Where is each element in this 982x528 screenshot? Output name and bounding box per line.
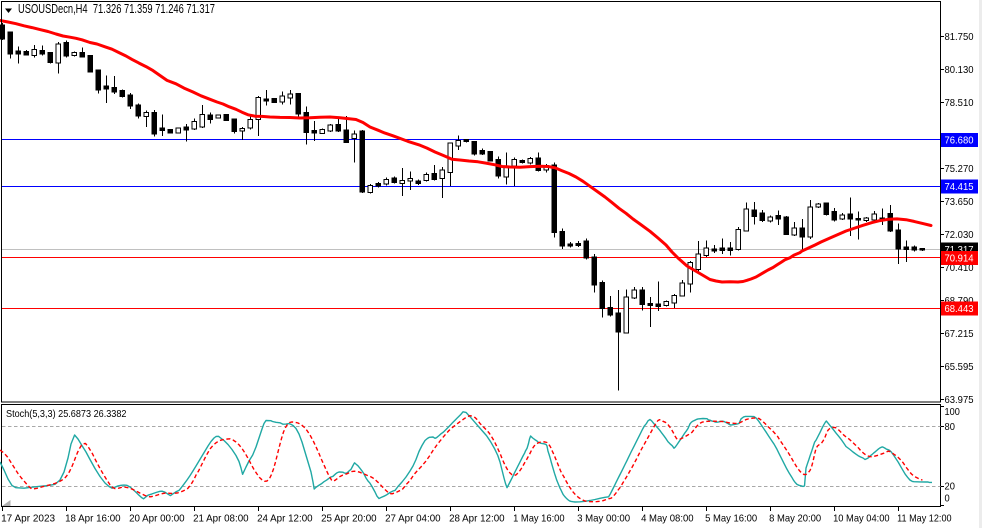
svg-text:5 May 16:00: 5 May 16:00 bbox=[705, 512, 757, 524]
svg-text:73.650: 73.650 bbox=[945, 196, 974, 208]
svg-text:80.130: 80.130 bbox=[945, 64, 974, 76]
svg-text:1 May 16:00: 1 May 16:00 bbox=[513, 512, 565, 524]
svg-text:0: 0 bbox=[945, 493, 950, 505]
svg-text:100: 100 bbox=[945, 406, 960, 418]
svg-text:68.443: 68.443 bbox=[945, 303, 974, 315]
svg-text:18 Apr 16:00: 18 Apr 16:00 bbox=[65, 512, 121, 524]
svg-text:20: 20 bbox=[945, 481, 956, 493]
svg-text:75.270: 75.270 bbox=[945, 163, 974, 175]
svg-text:65.595: 65.595 bbox=[945, 361, 974, 373]
svg-text:21 Apr 08:00: 21 Apr 08:00 bbox=[193, 512, 249, 524]
svg-text:70.410: 70.410 bbox=[945, 262, 974, 274]
svg-text:27 Apr 04:00: 27 Apr 04:00 bbox=[385, 512, 441, 524]
svg-text:25 Apr 20:00: 25 Apr 20:00 bbox=[321, 512, 377, 524]
svg-text:80: 80 bbox=[945, 421, 956, 433]
svg-text:81.750: 81.750 bbox=[945, 31, 974, 43]
svg-text:76.680: 76.680 bbox=[945, 135, 974, 147]
svg-text:3 May 00:00: 3 May 00:00 bbox=[577, 512, 630, 524]
svg-text:70.914: 70.914 bbox=[945, 253, 974, 265]
svg-text:20 Apr 00:00: 20 Apr 00:00 bbox=[129, 512, 185, 524]
svg-text:78.510: 78.510 bbox=[945, 97, 974, 109]
svg-text:USOUSDecn,H4 71.326 71.359 71: USOUSDecn,H4 71.326 71.359 71.246 71.317 bbox=[18, 2, 215, 16]
svg-text:67.215: 67.215 bbox=[945, 328, 974, 340]
svg-text:Stoch(5,3,3) 25.6873 26.3382: Stoch(5,3,3) 25.6873 26.3382 bbox=[6, 408, 127, 420]
svg-text:8 May 20:00: 8 May 20:00 bbox=[769, 512, 821, 524]
svg-text:17 Apr 2023: 17 Apr 2023 bbox=[1, 512, 55, 524]
svg-text:28 Apr 12:00: 28 Apr 12:00 bbox=[449, 512, 505, 524]
svg-text:4 May 08:00: 4 May 08:00 bbox=[641, 512, 694, 524]
svg-text:72.030: 72.030 bbox=[945, 229, 974, 241]
svg-text:24 Apr 12:00: 24 Apr 12:00 bbox=[257, 512, 313, 524]
svg-text:11 May 12:00: 11 May 12:00 bbox=[897, 512, 952, 524]
svg-text:63.975: 63.975 bbox=[945, 394, 974, 406]
svg-text:10 May 04:00: 10 May 04:00 bbox=[833, 512, 890, 524]
svg-text:74.415: 74.415 bbox=[945, 181, 974, 193]
